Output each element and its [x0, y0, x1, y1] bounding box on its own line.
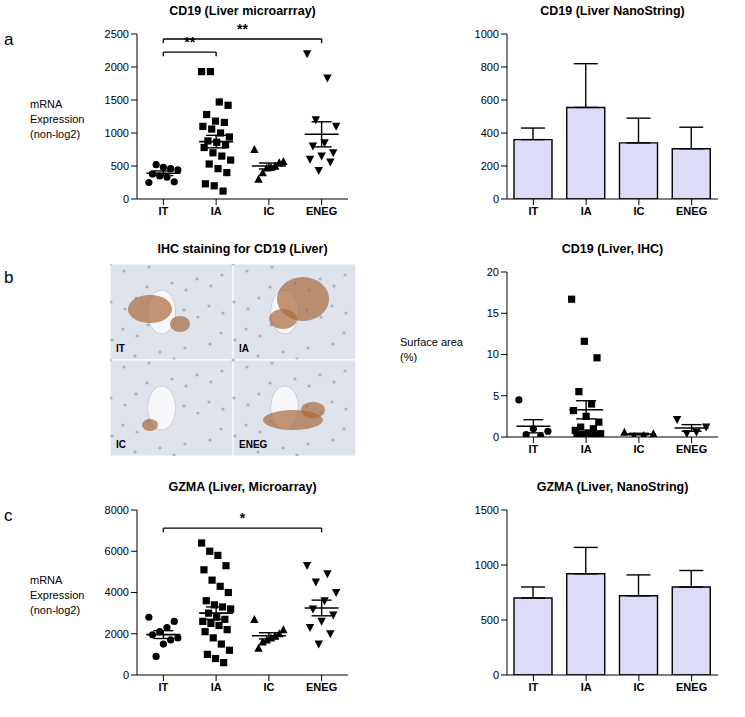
html-text:GZMA (Liver, Microarray): GZMA (Liver, Microarray) [168, 480, 317, 494]
svg-text:IC: IC [263, 681, 274, 693]
html-text:(non-log2): (non-log2) [30, 603, 81, 616]
html-text:mRNA: mRNA [30, 573, 63, 586]
html-text:Expression: Expression [30, 112, 85, 125]
svg-text:IT: IT [158, 205, 168, 217]
svg-text:IT: IT [528, 443, 538, 455]
html-text:Surface area: Surface area [400, 335, 463, 348]
html-text:CD19 (Liver microarrray): CD19 (Liver microarrray) [169, 4, 316, 18]
svg-text:500: 500 [111, 160, 129, 172]
html-text:CD19 (Liver NanoString): CD19 (Liver NanoString) [540, 4, 685, 18]
svg-text:*: * [240, 510, 246, 526]
svg-text:**: ** [237, 22, 248, 37]
svg-text:IA: IA [581, 443, 592, 455]
svg-text:500: 500 [481, 614, 499, 626]
svg-text:1000: 1000 [475, 28, 499, 40]
svg-text:ENEG: ENEG [676, 681, 707, 693]
svg-text:ENEG: ENEG [306, 205, 337, 217]
svg-text:0: 0 [123, 669, 129, 681]
svg-text:IA: IA [581, 205, 592, 217]
svg-text:0: 0 [493, 193, 499, 205]
svg-text:ENEG: ENEG [676, 205, 707, 217]
svg-text:200: 200 [481, 160, 499, 172]
svg-text:ENEG: ENEG [239, 439, 268, 450]
svg-text:800: 800 [481, 61, 499, 73]
svg-text:0: 0 [123, 193, 129, 205]
svg-text:2500: 2500 [105, 28, 129, 40]
html-text:GZMA (Liver, NanoString): GZMA (Liver, NanoString) [536, 480, 689, 494]
svg-text:IC: IC [263, 205, 274, 217]
svg-text:IA: IA [239, 343, 249, 354]
svg-text:5: 5 [493, 390, 499, 402]
html-text:c: c [4, 506, 13, 525]
svg-text:IC: IC [116, 439, 126, 450]
svg-text:1000: 1000 [105, 127, 129, 139]
svg-text:2000: 2000 [105, 61, 129, 73]
svg-text:8000: 8000 [105, 504, 129, 516]
svg-text:1500: 1500 [105, 94, 129, 106]
svg-text:IA: IA [581, 681, 592, 693]
svg-text:IT: IT [528, 205, 538, 217]
svg-text:IT: IT [528, 681, 538, 693]
html-text:mRNA: mRNA [30, 97, 63, 110]
svg-text:2000: 2000 [105, 628, 129, 640]
svg-text:15: 15 [487, 307, 499, 319]
html-text:a: a [4, 30, 14, 49]
svg-text:4000: 4000 [105, 586, 129, 598]
svg-text:IA: IA [211, 681, 222, 693]
svg-text:IA: IA [211, 205, 222, 217]
svg-text:IT: IT [116, 343, 125, 354]
svg-text:0: 0 [493, 669, 499, 681]
html-text:IHC staining for CD19 (Liver): IHC staining for CD19 (Liver) [157, 242, 328, 256]
svg-text:0: 0 [493, 431, 499, 443]
html-text:CD19 (Liver, IHC): CD19 (Liver, IHC) [561, 242, 664, 256]
svg-text:6000: 6000 [105, 545, 129, 557]
svg-text:IT: IT [158, 681, 168, 693]
svg-text:IC: IC [633, 681, 644, 693]
svg-text:10: 10 [487, 348, 499, 360]
svg-text:400: 400 [481, 127, 499, 139]
svg-text:IC: IC [633, 205, 644, 217]
svg-text:600: 600 [481, 94, 499, 106]
svg-text:ENEG: ENEG [676, 443, 707, 455]
svg-text:1500: 1500 [475, 504, 499, 516]
svg-text:20: 20 [487, 266, 499, 278]
html-text:(non-log2): (non-log2) [30, 127, 81, 140]
html-text:b: b [4, 268, 14, 287]
html-text:Expression: Expression [30, 588, 85, 601]
svg-text:1000: 1000 [475, 559, 499, 571]
svg-text:ENEG: ENEG [306, 681, 337, 693]
svg-text:IC: IC [633, 443, 644, 455]
svg-text:**: ** [184, 34, 195, 50]
